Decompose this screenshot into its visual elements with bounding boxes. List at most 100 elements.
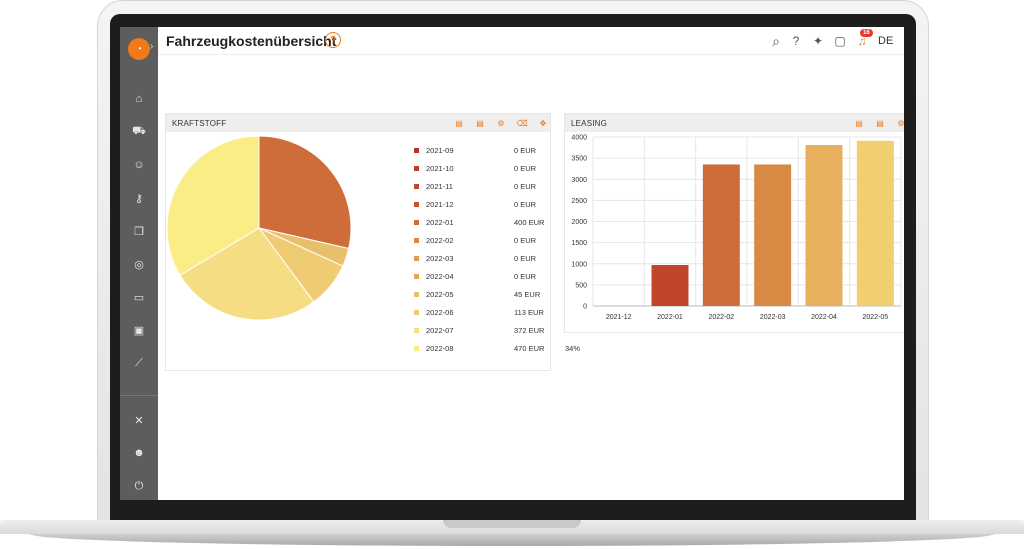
- legend-swatch: [414, 274, 419, 279]
- page-help-icon[interactable]: ?: [325, 32, 341, 48]
- power-icon[interactable]: ⏻: [134, 479, 144, 492]
- help-icon[interactable]: ?: [792, 34, 800, 48]
- y-tick-label: 3500: [571, 156, 587, 163]
- bar-2022-03[interactable]: [754, 164, 792, 306]
- x-tick-label: 2022-05: [862, 314, 888, 321]
- bar-2022-04[interactable]: [805, 145, 843, 306]
- settings-icon[interactable]: ⚙: [497, 118, 505, 128]
- settings-icon[interactable]: ⚙: [897, 118, 904, 128]
- y-tick-label: 4000: [571, 135, 587, 142]
- panel-title: KRAFTSTOFF: [172, 119, 227, 128]
- legend-amount: 0 EUR: [514, 272, 537, 281]
- legend-amount: 400 EUR: [514, 218, 545, 227]
- delete-icon[interactable]: ⌫: [516, 118, 528, 128]
- legend-amount: 470 EUR: [514, 344, 545, 353]
- top-header: Fahrzeugkostenübersicht ? ⌕ ? ✦ ▢ ♫ 16 D…: [158, 27, 904, 55]
- legend-swatch: [414, 238, 419, 243]
- legend-label: 2022-06: [426, 308, 454, 317]
- bar-2022-02[interactable]: [702, 164, 740, 306]
- legend-swatch: [414, 184, 419, 189]
- user-settings-icon[interactable]: ☻: [133, 447, 145, 459]
- legend-swatch: [414, 346, 419, 351]
- app-logo[interactable]: ◔: [128, 38, 150, 60]
- legend-swatch: [414, 166, 419, 171]
- legend-amount: 0 EUR: [514, 146, 537, 155]
- x-tick-label: 2022-02: [708, 314, 734, 321]
- lightbulb-icon[interactable]: ✦: [812, 34, 824, 48]
- kraftstoff-panel: KRAFTSTOFF ▤ ▤ ⚙ ⌫ ✥ 2021-090 EUR0%2021-…: [165, 113, 580, 371]
- legend-label: 2021-11: [426, 182, 453, 191]
- bar-2022-01[interactable]: [651, 265, 689, 306]
- card-icon[interactable]: ▭: [133, 291, 145, 304]
- x-tick-label: 2022-01: [657, 314, 683, 321]
- chat-icon[interactable]: ▢: [834, 34, 846, 48]
- legend-label: 2021-12: [426, 200, 454, 209]
- app-screen: ◔ › ⌂ ⛟ ☺ ⚷ ❐ ◎ ▭ ▣ ⟋ ✕ ☻ ⏻ Fahrzeugkost…: [120, 27, 904, 500]
- legend-label: 2021-09: [426, 146, 454, 155]
- tools-icon[interactable]: ✕: [134, 414, 144, 427]
- panel-header: KRAFTSTOFF ▤ ▤ ⚙ ⌫ ✥: [166, 114, 550, 132]
- language-switch[interactable]: DE: [878, 35, 894, 47]
- notification-badge: 16: [860, 29, 873, 37]
- legend-label: 2022-07: [426, 326, 454, 335]
- legend-swatch: [414, 220, 419, 225]
- y-tick-label: 500: [575, 282, 587, 289]
- documents-icon[interactable]: ❐: [134, 225, 144, 238]
- excel-icon[interactable]: ▤: [876, 118, 884, 128]
- legend-amount: 0 EUR: [514, 254, 537, 263]
- contact-icon[interactable]: ▣: [133, 324, 145, 337]
- page-title: Fahrzeugkostenübersicht: [166, 33, 337, 49]
- legend-amount: 0 EUR: [514, 200, 537, 209]
- move-icon[interactable]: ✥: [539, 118, 547, 128]
- legend-swatch: [414, 328, 419, 333]
- sidebar-expand-icon[interactable]: ›: [150, 41, 154, 52]
- users-icon[interactable]: ☺: [133, 159, 145, 171]
- legend-amount: 372 EUR: [514, 326, 545, 335]
- legend-percent: 34%: [565, 344, 581, 353]
- pdf-icon[interactable]: ▤: [855, 118, 863, 128]
- legend-label: 2022-01: [426, 218, 454, 227]
- kraftstoff-pie-chart: [166, 135, 352, 321]
- chart-icon[interactable]: ⟋: [135, 356, 143, 369]
- legend-label: 2022-04: [426, 272, 454, 281]
- legend-label: 2021-10: [426, 164, 454, 173]
- y-tick-label: 1500: [571, 240, 587, 247]
- legend-amount: 0 EUR: [514, 182, 537, 191]
- search-icon[interactable]: ⌕: [772, 32, 780, 49]
- home-icon[interactable]: ⌂: [135, 93, 143, 105]
- legend-swatch: [414, 256, 419, 261]
- excel-icon[interactable]: ▤: [476, 118, 484, 128]
- compass-icon[interactable]: ◎: [134, 258, 144, 271]
- legend-label: 2022-03: [426, 254, 454, 263]
- pdf-icon[interactable]: ▤: [455, 118, 463, 128]
- legend-amount: 45 EUR: [514, 290, 541, 299]
- x-tick-label: 2021-12: [606, 314, 632, 321]
- x-tick-label: 2022-04: [811, 314, 837, 321]
- panel-header: LEASING ▤ ▤ ⚙: [565, 114, 904, 132]
- y-tick-label: 1000: [571, 261, 587, 268]
- x-tick-label: 2022-03: [760, 314, 786, 321]
- car-icon[interactable]: ⛟: [132, 125, 146, 137]
- pie-slice-2022-01[interactable]: [258, 135, 352, 250]
- legend-amount: 0 EUR: [514, 164, 537, 173]
- y-tick-label: 3000: [571, 177, 587, 184]
- key-icon[interactable]: ⚷: [134, 192, 144, 205]
- sidebar: ◔ › ⌂ ⛟ ☺ ⚷ ❐ ◎ ▭ ▣ ⟋ ✕ ☻ ⏻: [120, 27, 158, 500]
- leasing-bar-chart: 0 500 1000 1500 2000 2500 3000 3500 4000 2021-12 2…: [571, 135, 902, 321]
- bar-2022-05[interactable]: [856, 140, 894, 306]
- leasing-panel: LEASING ▤ ▤ ⚙ 0 500 1000 1500 2000 2500 3000 35…: [564, 113, 904, 333]
- panel-title: LEASING: [571, 119, 608, 128]
- legend-amount: 113 EUR: [514, 308, 544, 317]
- y-tick-label: 2000: [571, 219, 587, 226]
- y-tick-label: 0: [583, 304, 587, 311]
- legend-swatch: [414, 310, 419, 315]
- bell-icon[interactable]: ♫: [857, 34, 867, 48]
- y-tick-label: 2500: [571, 198, 587, 205]
- pie-slice-2022-08[interactable]: [166, 135, 260, 276]
- legend-label: 2022-02: [426, 236, 454, 245]
- pie-slice-2022-07[interactable]: [179, 227, 315, 321]
- legend-swatch: [414, 292, 419, 297]
- legend-label: 2022-08: [426, 344, 454, 353]
- sidebar-divider: [120, 395, 158, 396]
- laptop-base: [0, 520, 1024, 549]
